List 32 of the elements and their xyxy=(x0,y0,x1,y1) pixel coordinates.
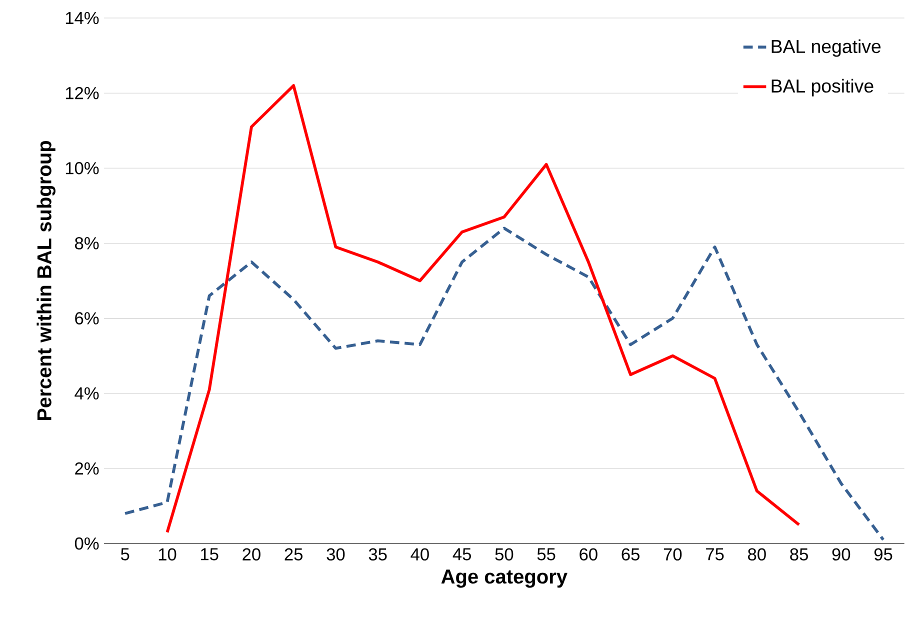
legend-label: BAL positive xyxy=(772,78,874,96)
x-tick-label: 30 xyxy=(326,548,345,560)
x-tick-label: 25 xyxy=(284,548,302,560)
y-tick-label: 6% xyxy=(75,312,99,324)
x-tick-label: 85 xyxy=(790,548,808,560)
y-tick-label: 4% xyxy=(74,387,99,400)
y-tick-label: 14% xyxy=(66,12,99,24)
y-axis-title: Percent within BAL subgroup xyxy=(36,140,56,420)
x-tick-label: 60 xyxy=(580,548,598,560)
x-tick-label: 70 xyxy=(664,548,682,560)
line-series xyxy=(124,226,885,542)
y-tick-label: 12% xyxy=(66,86,99,100)
x-tick-label: 40 xyxy=(410,548,429,560)
legend-label: BAL negative xyxy=(772,39,881,57)
y-tick-label: 10% xyxy=(66,162,99,174)
x-tick-label: 65 xyxy=(622,548,640,560)
x-tick-label: 50 xyxy=(495,548,514,560)
x-tick-label: 75 xyxy=(706,548,724,560)
x-tick-label: 80 xyxy=(748,548,766,560)
x-axis-title: Age category xyxy=(441,570,568,588)
y-tick-label: 2% xyxy=(75,462,99,474)
x-tick-label: 35 xyxy=(368,548,387,560)
x-tick-label: 20 xyxy=(242,548,260,560)
y-tick-label: 8% xyxy=(75,236,99,250)
x-tick-label: 95 xyxy=(874,548,892,560)
x-tick-label: 55 xyxy=(537,548,556,560)
x-tick-label: 45 xyxy=(452,548,471,560)
x-tick-label: 90 xyxy=(832,548,850,560)
x-tick-label: 15 xyxy=(201,548,218,560)
x-tick-label: 10 xyxy=(158,548,176,560)
y-tick-label: 0% xyxy=(74,537,99,550)
x-tick-label: 5 xyxy=(120,548,130,560)
